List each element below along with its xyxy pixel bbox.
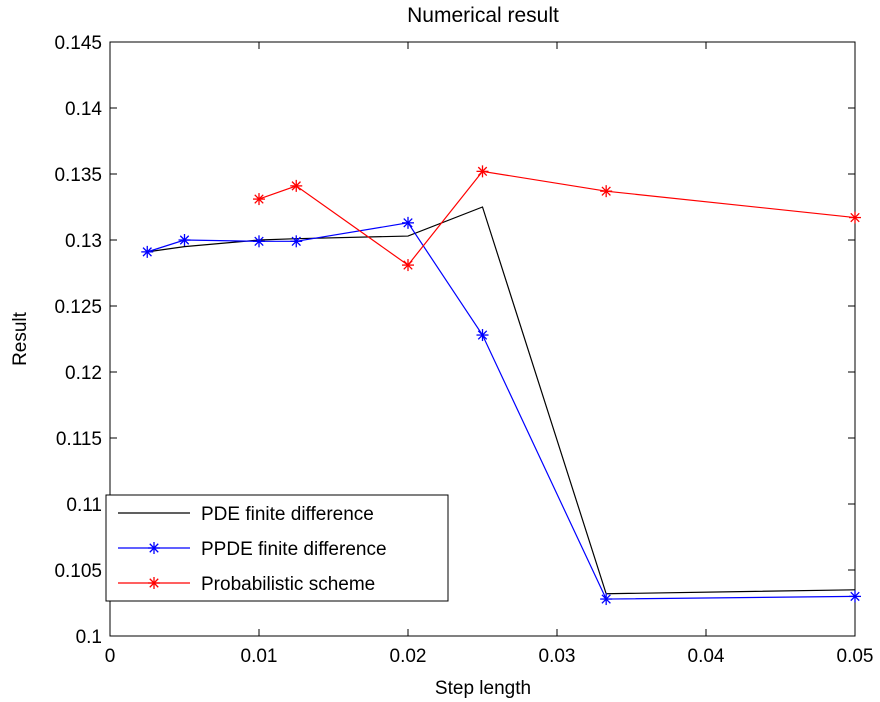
x-tick-label: 0.01 <box>241 646 278 667</box>
y-tick-label: 0.115 <box>56 429 102 450</box>
chart-title: Numerical result <box>407 4 559 27</box>
series-line <box>147 222 856 600</box>
series-3 <box>253 165 861 272</box>
legend-label: PDE finite difference <box>201 504 374 525</box>
legend-entry: PPDE finite difference <box>118 539 387 560</box>
x-tick-label: 0.05 <box>837 646 874 667</box>
y-tick-label: 0.145 <box>54 33 102 54</box>
x-axis-label: Step length <box>435 678 531 699</box>
data-point <box>290 235 303 248</box>
series-line <box>147 206 856 595</box>
data-point <box>290 179 303 192</box>
y-tick-label: 0.14 <box>65 99 102 120</box>
data-point <box>253 235 265 248</box>
data-point <box>148 542 160 554</box>
data-point <box>600 185 613 198</box>
legend-label: PPDE finite difference <box>201 539 387 560</box>
data-point <box>141 245 154 258</box>
legend-label: Probabilistic scheme <box>201 574 375 595</box>
data-point <box>476 165 489 178</box>
y-tick-label: 0.11 <box>66 495 102 516</box>
series-line <box>258 170 856 266</box>
x-axis: 0 0.01 0.02 0.03 0.04 0.05 <box>105 42 874 667</box>
x-tick-label: 0.04 <box>688 646 725 667</box>
legend-entry: PDE finite difference <box>118 504 374 525</box>
y-axis: 0.1 0.105 0.11 0.115 0.12 0.125 0.13 0.135 0.14 0… <box>54 33 855 648</box>
data-point <box>148 577 160 589</box>
x-tick-label: 0.02 <box>390 646 427 667</box>
data-point <box>402 216 414 229</box>
data-point <box>253 193 265 206</box>
x-tick-label: 0 <box>105 646 116 667</box>
series-1 <box>147 206 856 595</box>
y-tick-label: 0.125 <box>54 297 102 318</box>
data-point <box>849 211 861 224</box>
legend: PDE finite difference PPDE finite differe… <box>105 494 449 602</box>
legend-entry: Probabilistic scheme <box>118 574 375 595</box>
data-point <box>849 590 861 603</box>
data-point <box>402 259 414 272</box>
y-axis-label: Result <box>10 311 31 366</box>
data-point <box>476 329 489 342</box>
y-tick-label: 0.1 <box>76 627 102 648</box>
y-tick-label: 0.12 <box>65 363 102 384</box>
data-point <box>178 234 191 246</box>
y-tick-label: 0.105 <box>54 561 102 582</box>
y-tick-label: 0.135 <box>54 165 102 186</box>
y-tick-label: 0.13 <box>65 231 102 252</box>
data-point <box>600 593 613 606</box>
series-2 <box>141 216 861 606</box>
series-layer <box>141 165 861 606</box>
x-tick-label: 0.03 <box>539 646 576 667</box>
